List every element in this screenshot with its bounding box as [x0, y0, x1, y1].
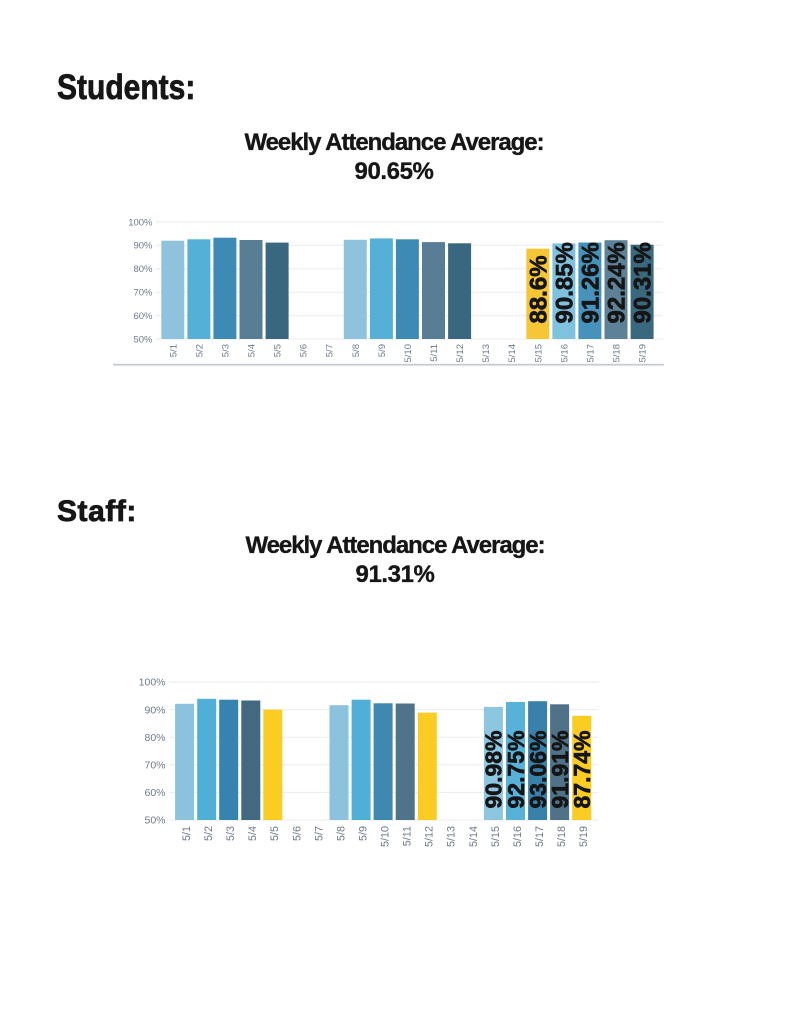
svg-text:5/16: 5/16 [512, 826, 524, 847]
svg-text:92.24%: 92.24% [604, 242, 631, 323]
svg-text:5/15: 5/15 [533, 344, 544, 363]
svg-text:91.91%: 91.91% [547, 730, 573, 808]
svg-text:50%: 50% [144, 815, 165, 827]
svg-text:5/1: 5/1 [168, 344, 179, 357]
svg-text:100%: 100% [128, 217, 153, 228]
svg-text:5/2: 5/2 [194, 344, 205, 357]
svg-text:91.26%: 91.26% [578, 242, 605, 323]
svg-text:90%: 90% [144, 704, 165, 716]
svg-text:5/7: 5/7 [325, 344, 336, 357]
svg-text:100%: 100% [139, 677, 166, 689]
svg-text:5/2: 5/2 [203, 826, 215, 841]
svg-text:70%: 70% [133, 288, 153, 299]
svg-text:60%: 60% [133, 311, 153, 322]
svg-text:5/6: 5/6 [291, 826, 303, 841]
svg-text:5/8: 5/8 [335, 826, 347, 841]
svg-text:80%: 80% [144, 732, 165, 744]
svg-text:93.06%: 93.06% [525, 730, 551, 808]
svg-text:90%: 90% [133, 241, 153, 252]
svg-text:5/4: 5/4 [247, 344, 258, 357]
svg-text:5/13: 5/13 [481, 344, 492, 363]
svg-text:90.31%: 90.31% [630, 242, 657, 323]
svg-text:5/12: 5/12 [424, 826, 436, 847]
svg-text:5/12: 5/12 [455, 344, 466, 363]
svg-text:5/3: 5/3 [221, 344, 232, 357]
svg-text:5/18: 5/18 [556, 826, 568, 847]
svg-text:5/1: 5/1 [181, 826, 193, 841]
svg-text:5/9: 5/9 [377, 344, 388, 357]
svg-text:90.98%: 90.98% [481, 730, 507, 808]
svg-text:5/14: 5/14 [468, 826, 480, 847]
svg-text:5/3: 5/3 [225, 826, 237, 841]
svg-text:5/9: 5/9 [358, 826, 370, 841]
svg-text:5/15: 5/15 [490, 826, 502, 847]
svg-text:5/17: 5/17 [534, 826, 546, 847]
svg-text:5/16: 5/16 [559, 344, 570, 363]
svg-text:5/11: 5/11 [402, 826, 414, 846]
svg-text:80%: 80% [133, 264, 153, 275]
svg-text:88.6%: 88.6% [525, 255, 552, 323]
svg-text:5/6: 5/6 [299, 344, 310, 357]
svg-text:90.85%: 90.85% [552, 242, 579, 323]
svg-text:5/8: 5/8 [351, 344, 362, 357]
svg-text:5/4: 5/4 [247, 826, 259, 841]
svg-text:5/7: 5/7 [313, 826, 325, 841]
svg-text:5/13: 5/13 [446, 826, 458, 847]
svg-text:50%: 50% [133, 334, 153, 345]
svg-text:5/5: 5/5 [269, 826, 281, 841]
svg-text:70%: 70% [144, 760, 165, 772]
svg-text:5/11: 5/11 [429, 344, 440, 362]
svg-text:5/5: 5/5 [273, 344, 284, 357]
svg-text:60%: 60% [144, 787, 165, 799]
svg-text:5/18: 5/18 [612, 344, 623, 363]
svg-text:5/17: 5/17 [585, 344, 596, 363]
svg-text:92.75%: 92.75% [503, 730, 529, 808]
svg-text:5/14: 5/14 [507, 344, 518, 363]
svg-text:5/10: 5/10 [380, 826, 392, 847]
svg-text:5/19: 5/19 [638, 344, 649, 363]
svg-text:5/19: 5/19 [578, 826, 590, 847]
svg-text:5/10: 5/10 [403, 344, 414, 363]
svg-text:87.74%: 87.74% [569, 730, 595, 808]
